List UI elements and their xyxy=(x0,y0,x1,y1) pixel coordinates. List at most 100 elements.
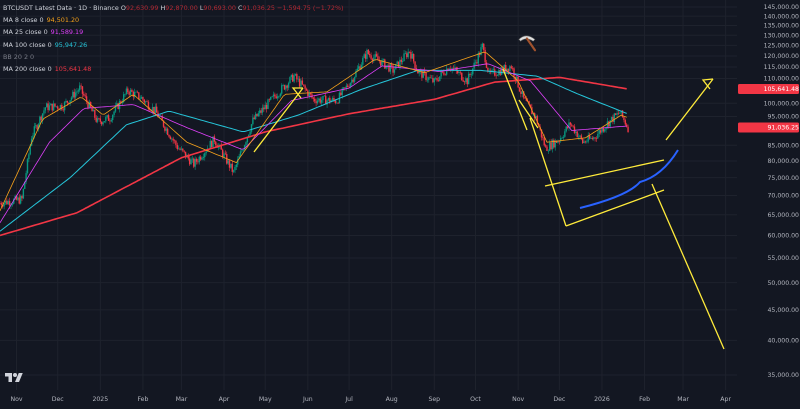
candle-body xyxy=(283,85,286,90)
indicator-ma200[interactable]: MA 200 close 0 105,641.48 xyxy=(3,65,92,74)
candle-body xyxy=(609,120,611,127)
candle-body xyxy=(325,95,327,105)
ohlc-values: O92,630.99 H92,870.00 L90,693.00 C91,036… xyxy=(121,4,344,12)
candle xyxy=(191,155,194,163)
candle-body xyxy=(583,141,585,143)
candle xyxy=(7,199,9,205)
indicator-ma100[interactable]: MA 100 close 0 95,947.26 xyxy=(3,40,88,49)
candle-body xyxy=(168,134,170,137)
candle-body xyxy=(375,54,378,57)
tradingview-logo[interactable] xyxy=(5,371,23,385)
candle xyxy=(265,102,268,113)
candle-body xyxy=(396,61,398,64)
candle xyxy=(437,77,440,82)
candle-body xyxy=(213,136,216,142)
candle xyxy=(95,115,97,123)
candle-body xyxy=(292,74,294,82)
candle xyxy=(6,198,8,205)
candle xyxy=(575,129,577,136)
candle xyxy=(426,76,429,83)
candle-body xyxy=(65,100,67,103)
candle-body xyxy=(484,49,486,63)
candle xyxy=(3,202,5,210)
candle-body xyxy=(79,85,81,91)
candle-body xyxy=(83,93,85,96)
candle-body xyxy=(99,118,102,122)
candle-body xyxy=(43,110,45,114)
candle xyxy=(359,64,361,70)
candle-body xyxy=(95,117,97,122)
candle xyxy=(481,42,484,50)
candle-body xyxy=(221,149,224,157)
candle xyxy=(41,113,44,124)
candle-body xyxy=(125,88,128,94)
price-tick-label: 50,000.00 xyxy=(768,280,800,287)
indicator-bb[interactable]: BB 20 2 0 xyxy=(3,52,35,61)
candle xyxy=(166,127,169,136)
candle-body xyxy=(594,137,596,139)
candle xyxy=(465,76,467,85)
candle xyxy=(274,92,276,99)
candle-body xyxy=(175,140,177,145)
trend-line xyxy=(518,99,539,129)
candle xyxy=(111,114,114,123)
time-tick-label: Feb xyxy=(639,396,650,403)
candle xyxy=(579,134,581,141)
indicator-ma8[interactable]: MA 8 close 0 94,501.20 xyxy=(3,16,80,25)
candle xyxy=(401,58,404,65)
candle xyxy=(568,118,570,131)
indicator-ma25[interactable]: MA 25 close 0 91,589.19 xyxy=(3,28,84,37)
candle-body xyxy=(437,80,440,82)
candle xyxy=(124,93,126,97)
candle xyxy=(285,84,287,92)
candle-body xyxy=(274,94,276,97)
candle-body xyxy=(370,55,372,59)
candle xyxy=(463,80,466,85)
candle xyxy=(184,151,187,160)
candle-body xyxy=(11,203,14,205)
candle-body xyxy=(105,117,107,122)
candle-body xyxy=(352,79,354,82)
candle xyxy=(153,106,155,116)
candle xyxy=(79,82,81,93)
candle-body xyxy=(66,100,69,103)
candle-body xyxy=(550,142,552,150)
candle xyxy=(294,73,297,77)
price-tick-label: 140,000.00 xyxy=(764,13,799,20)
candle xyxy=(444,73,446,76)
moving-averages xyxy=(0,51,627,237)
candle-body xyxy=(48,105,51,111)
candle-body xyxy=(282,85,284,86)
candle-body xyxy=(494,69,496,76)
candle xyxy=(554,138,556,151)
candle-body xyxy=(477,53,479,64)
price-tick-label: 65,000.00 xyxy=(768,212,800,219)
candle xyxy=(100,121,103,127)
candle-body xyxy=(197,161,199,163)
time-tick-label: Feb xyxy=(137,396,148,403)
candle-body xyxy=(74,92,77,98)
time-tick-label: Apr xyxy=(720,396,731,403)
candle-body xyxy=(428,77,430,80)
candle xyxy=(616,110,618,117)
candle xyxy=(484,47,486,65)
candle-body xyxy=(61,104,63,110)
candle-body xyxy=(472,68,474,75)
candle-body xyxy=(272,94,275,97)
candle-body xyxy=(347,85,349,87)
candle-body xyxy=(209,140,211,150)
symbol-title[interactable]: BTCUSDT Latest Data · 1D · Binance xyxy=(3,4,119,12)
candle xyxy=(412,53,415,64)
candle xyxy=(315,98,317,107)
candle-body xyxy=(166,128,169,135)
candle-body xyxy=(199,156,202,160)
candle xyxy=(303,84,305,87)
candle xyxy=(536,114,539,126)
candle-body xyxy=(423,70,426,73)
candle-body xyxy=(359,66,361,70)
candle xyxy=(281,83,283,96)
candle-body xyxy=(132,91,135,97)
candle xyxy=(21,194,23,202)
